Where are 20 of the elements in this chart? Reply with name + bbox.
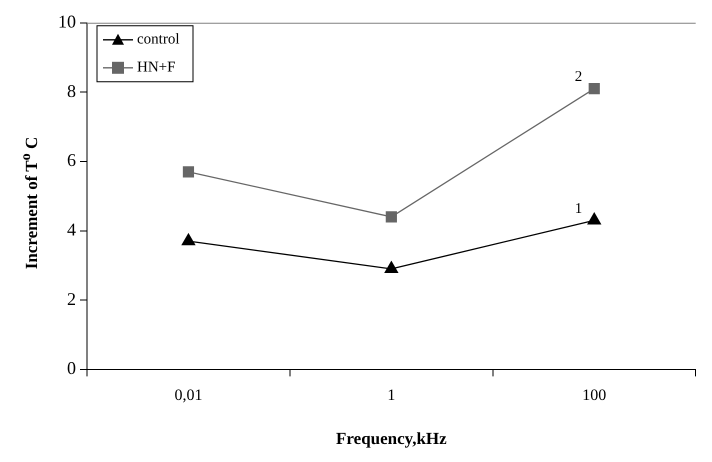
point	[182, 234, 196, 246]
legend-label: HN+F	[137, 60, 176, 76]
point	[588, 212, 601, 225]
point	[182, 166, 194, 178]
point	[386, 211, 397, 222]
point	[588, 83, 600, 94]
annotation: 2	[574, 69, 582, 86]
annotation: 1	[574, 200, 582, 217]
x-axis-title: Frequency,kHz	[336, 429, 448, 448]
x-tick-label: 0,01	[174, 387, 202, 404]
y-tick-label: 8	[67, 80, 76, 101]
y-tick-label: 2	[67, 288, 76, 309]
y-tick-label: 0	[67, 358, 76, 378]
legend-label: control	[137, 32, 180, 48]
y-tick-label: 4	[67, 219, 76, 240]
y-tick-label: 10	[58, 12, 76, 32]
x-tick-label: 100	[582, 387, 606, 404]
y-tick-label: 6	[67, 150, 76, 170]
point	[384, 261, 398, 274]
x-tick-label: 1	[387, 387, 396, 404]
